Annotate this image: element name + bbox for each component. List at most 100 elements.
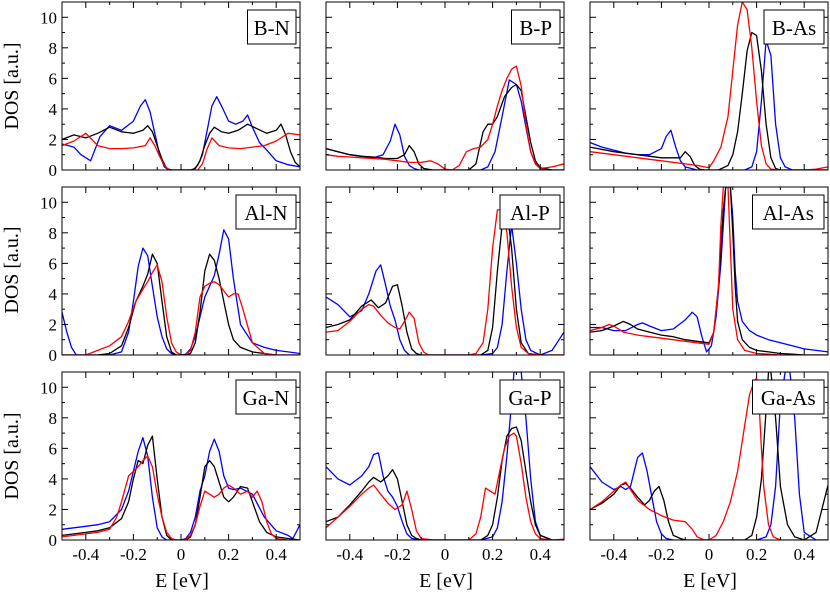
y-axis-label-row-2: DOS [a.u.]	[1, 226, 23, 313]
panel-label-box	[235, 194, 297, 230]
panel-label: Ga-P	[508, 386, 551, 410]
y-tick-label: 6	[49, 439, 58, 458]
y-tick-label: 0	[49, 161, 58, 180]
series-line-blue	[590, 372, 828, 540]
panel-label: Al-N	[244, 201, 287, 225]
series-group	[590, 2, 828, 170]
y-axis-labels: DOS [a.u.] DOS [a.u.] DOS [a.u.]	[1, 42, 23, 499]
y-tick-label: 2	[49, 315, 58, 334]
series-group	[62, 96, 300, 170]
y-tick-label: 10	[40, 193, 57, 212]
y-tick-label: 4	[49, 100, 58, 119]
series-line-blue	[326, 224, 564, 355]
panel-label: Ga-As	[761, 386, 816, 410]
series-line-blue	[62, 437, 300, 540]
y-tick-label: 4	[49, 470, 58, 489]
panel-label-box	[235, 379, 297, 415]
series-group	[590, 372, 828, 540]
x-axis-labels: E [eV] E [eV] E [eV]	[155, 570, 737, 592]
series-line-red	[326, 65, 564, 170]
series-line-black	[326, 426, 564, 540]
series-group	[326, 65, 564, 170]
panel-label-box	[752, 194, 825, 230]
panel-b-p: B-P	[325, 1, 565, 171]
series-line-red	[590, 2, 828, 170]
series-line-black	[326, 209, 564, 355]
series-line-black	[62, 123, 300, 170]
x-tick-label: -0.2	[120, 545, 147, 564]
x-axis-label-col-2: E [eV]	[419, 570, 473, 592]
x-tick-label: 0	[177, 545, 186, 564]
y-tick-label: 10	[40, 378, 57, 397]
series-line-blue	[62, 96, 300, 170]
panel-al-as: Al-As	[589, 186, 829, 356]
x-tick-label: -0.4	[72, 545, 99, 564]
series-line-blue	[62, 229, 300, 355]
x-tick-label: 0.2	[218, 545, 239, 564]
y-tick-label: 0	[49, 531, 58, 550]
panel-al-p: Al-P	[325, 186, 565, 356]
series-line-black	[590, 187, 828, 355]
series-group	[590, 187, 828, 355]
series-line-blue	[590, 39, 828, 170]
series-line-black	[326, 83, 564, 170]
panel-ga-as: -0.4 -0.2 0 0.2 0.4 Ga-As	[589, 371, 829, 564]
x-tick-label: -0.4	[600, 545, 627, 564]
series-line-black	[62, 435, 300, 540]
x-tick-label: -0.4	[336, 545, 363, 564]
series-group	[62, 435, 300, 540]
panel-b-n: 0 2 4 6 8 10 B-N	[40, 1, 301, 180]
panel-label-box	[752, 379, 825, 415]
series-line-red	[62, 132, 300, 170]
series-line-red	[326, 209, 564, 355]
panel-label-box	[499, 194, 561, 230]
series-line-red	[326, 432, 564, 540]
x-tick-label: 0.4	[530, 545, 552, 564]
x-tick-label: -0.2	[384, 545, 411, 564]
x-axis-label-col-3: E [eV]	[683, 570, 737, 592]
panel-b-as: B-As	[589, 1, 829, 171]
x-tick-label: 0	[705, 545, 714, 564]
x-axis-label-col-1: E [eV]	[155, 570, 209, 592]
series-line-red	[62, 264, 300, 355]
series-line-black	[590, 31, 828, 170]
y-tick-label: 8	[49, 224, 58, 243]
y-tick-label: 8	[49, 409, 58, 428]
panel-ga-p: -0.4 -0.2 0 0.2 0.4 Ga-P	[325, 371, 565, 564]
panel-label-box	[247, 9, 297, 45]
x-tick-label: 0.4	[266, 545, 288, 564]
y-tick-label: 6	[49, 254, 58, 273]
x-tick-label: 0.4	[794, 545, 816, 564]
panel-label: B-As	[772, 16, 816, 40]
panel-label: Al-P	[510, 201, 550, 225]
series-line-red	[590, 377, 828, 540]
series-line-black	[590, 372, 828, 540]
panel-al-n: 0 2 4 6 8 10 Al-N	[40, 186, 301, 365]
y-tick-label: 10	[40, 8, 57, 27]
series-line-black	[62, 253, 300, 355]
panel-label: Ga-N	[243, 386, 290, 410]
panel-label-box	[499, 379, 561, 415]
y-axis-label-row-3: DOS [a.u.]	[1, 412, 23, 499]
y-tick-label: 8	[49, 39, 58, 58]
y-tick-label: 6	[49, 69, 58, 88]
x-tick-label: -0.2	[648, 545, 675, 564]
y-tick-label: 0	[49, 346, 58, 365]
x-tick-label: 0.2	[746, 545, 767, 564]
x-tick-label: 0.2	[482, 545, 503, 564]
x-tick-label: 0	[441, 545, 450, 564]
series-line-red	[590, 187, 828, 355]
series-line-red	[62, 455, 300, 540]
panel-label: B-N	[254, 16, 290, 40]
panel-label-box	[511, 9, 561, 45]
series-group	[62, 229, 300, 355]
y-tick-label: 4	[49, 285, 58, 304]
y-tick-label: 2	[49, 130, 58, 149]
panel-label: B-P	[519, 16, 552, 40]
panel-grid: 0 2 4 6 8 10 B-N B-P B-As 0 2 4 6 8 10 Al-N Al-P Al-As 0 2 4…	[40, 1, 829, 564]
panel-ga-n: 0 2 4 6 8 10 -0.4 -0.2 0 0.2 0.4 Ga-N	[40, 371, 301, 564]
panel-label-box	[763, 9, 825, 45]
y-axis-label-row-1: DOS [a.u.]	[1, 42, 23, 129]
series-group	[326, 209, 564, 355]
